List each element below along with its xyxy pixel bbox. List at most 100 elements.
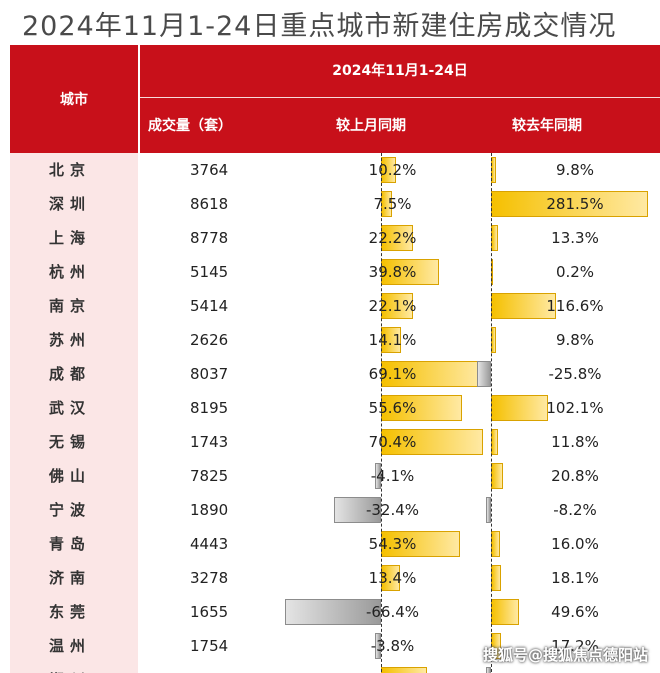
header-city-label: 城市 (60, 92, 88, 108)
city-cell: 深圳 (48, 195, 91, 213)
header-city-cell: 城市 (10, 45, 140, 153)
mom-value: -3.8% (370, 637, 415, 655)
mom-bar (334, 497, 381, 523)
mom-value: 55.6% (368, 399, 417, 417)
city-cell: 武汉 (48, 399, 91, 417)
yoy-bar (486, 497, 491, 523)
yoy-bar (476, 361, 491, 387)
volume-cell: 8778 (190, 229, 229, 247)
yoy-value: -8.5% (490, 663, 660, 673)
mom-value: 69.1% (368, 365, 417, 383)
yoy-bar (491, 395, 548, 421)
mom-bar (381, 259, 439, 285)
mom-value: 39.8% (368, 263, 417, 281)
volume-cell: 1754 (190, 637, 229, 655)
table-row: 南京 5414 22.1% 116.6% (10, 289, 660, 323)
table-row: 佛山 7825 -4.1% 20.8% (10, 459, 660, 493)
yoy-value: 9.8% (555, 331, 595, 349)
volume-cell: 1743 (190, 433, 229, 451)
table-row: 北京 3764 10.2% 9.8% (10, 153, 660, 187)
mom-bar (381, 361, 482, 387)
table-row: 苏州 2626 14.1% 9.8% (10, 323, 660, 357)
header-yoy-label: 较去年同期 (512, 118, 582, 134)
yoy-value: 116.6% (546, 297, 604, 315)
yoy-value: 102.1% (546, 399, 604, 417)
mom-bar (381, 395, 462, 421)
mom-value: 13.4% (368, 569, 417, 587)
table-row: 杭州 5145 39.8% 0.2% (10, 255, 660, 289)
mom-value: 7.5% (373, 195, 412, 213)
city-cell: 杭州 (48, 263, 91, 281)
table-row: 上海 8778 22.2% 13.3% (10, 221, 660, 255)
mom-value: 14.1% (368, 331, 417, 349)
mom-bar (375, 633, 381, 659)
table-row: 郑州 7406 31.5% -8.5% (10, 663, 660, 673)
city-cell: 上海 (48, 229, 91, 247)
yoy-bar (491, 599, 519, 625)
table-row: 宁波 1890 -32.4% -8.2% (10, 493, 660, 527)
mom-bar (375, 463, 381, 489)
volume-cell: 7406 (190, 663, 250, 673)
table-row: 成都 8037 69.1% -25.8% (10, 357, 660, 391)
city-cell: 济南 (48, 569, 91, 587)
volume-cell: 1655 (190, 603, 229, 621)
mom-value: -32.4% (365, 501, 420, 519)
volume-cell: 5145 (190, 263, 229, 281)
mom-value: 31.5% (330, 663, 455, 673)
header-mom-label: 较上月同期 (336, 118, 406, 134)
yoy-value: -8.2% (553, 501, 597, 519)
city-cell: 北京 (48, 161, 91, 179)
chart-title: 2024年11月1-24日重点城市新建住房成交情况 (22, 11, 617, 42)
table-row: 东莞 1655 -66.4% 49.6% (10, 595, 660, 629)
mom-value: -66.4% (365, 603, 420, 621)
mom-bar (381, 225, 414, 251)
city-cell: 无锡 (48, 433, 91, 451)
yoy-value: -25.8% (548, 365, 602, 383)
volume-cell: 8618 (190, 195, 229, 213)
volume-cell: 5414 (190, 297, 229, 315)
header-date-range: 2024年11月1-24日 (140, 45, 660, 98)
yoy-bar (486, 667, 491, 673)
yoy-zero-axis (491, 153, 492, 673)
volume-cell: 3764 (190, 161, 229, 179)
mom-bar (381, 531, 460, 557)
watermark: 搜狐号@搜狐焦点德阳站 (482, 646, 648, 664)
header-volume-label: 成交量（套） (148, 118, 232, 134)
mom-value: 54.3% (368, 535, 417, 553)
mom-zero-axis (381, 153, 382, 673)
mom-value: 10.2% (368, 161, 417, 179)
city-cell: 东莞 (48, 603, 91, 621)
city-cell: 宁波 (48, 501, 91, 519)
city-cell: 南京 (48, 297, 91, 315)
volume-cell: 2626 (190, 331, 229, 349)
yoy-value: 0.2% (555, 263, 595, 281)
volume-cell: 4443 (190, 535, 229, 553)
city-cell: 佛山 (48, 467, 91, 485)
table-row: 青岛 4443 54.3% 16.0% (10, 527, 660, 561)
yoy-value: 18.1% (551, 569, 599, 587)
yoy-value: 16.0% (551, 535, 599, 553)
yoy-value: 13.3% (551, 229, 599, 247)
volume-cell: 8195 (190, 399, 229, 417)
yoy-value: 9.8% (555, 161, 595, 179)
city-cell: 温州 (48, 637, 91, 655)
mom-bar (284, 599, 381, 625)
mom-value: 22.1% (368, 297, 417, 315)
yoy-value: 281.5% (546, 195, 604, 213)
data-table: 城市 2024年11月1-24日 成交量（套） 较上月同期 较去年同期 北京 37… (10, 45, 660, 673)
city-cell: 青岛 (48, 535, 91, 553)
volume-cell: 3278 (190, 569, 229, 587)
volume-cell: 7825 (190, 467, 229, 485)
city-cell: 成都 (48, 365, 91, 383)
yoy-bar (491, 191, 648, 217)
yoy-value: 11.8% (551, 433, 599, 451)
table-row: 无锡 1743 70.4% 11.8% (10, 425, 660, 459)
table-row: 深圳 8618 7.5% 281.5% (10, 187, 660, 221)
city-cell: 苏州 (48, 331, 91, 349)
table-row: 济南 3278 13.4% 18.1% (10, 561, 660, 595)
yoy-value: 20.8% (551, 467, 599, 485)
volume-cell: 1890 (190, 501, 229, 519)
mom-value: -4.1% (370, 467, 415, 485)
yoy-value: 17.2% (551, 637, 599, 655)
table-row: 武汉 8195 55.6% 102.1% (10, 391, 660, 425)
